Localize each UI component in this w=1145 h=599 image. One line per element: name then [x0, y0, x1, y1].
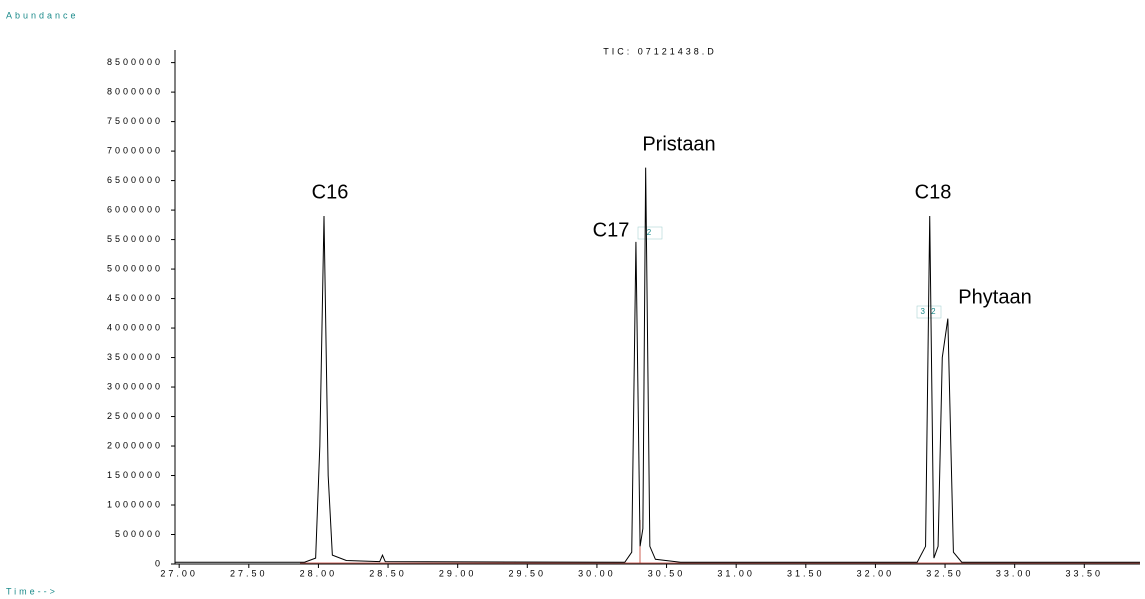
- y-tick-label: 6000000: [107, 204, 163, 214]
- x-tick-label: 33.00: [996, 568, 1034, 578]
- x-tick-label: 33.50: [1066, 568, 1104, 578]
- y-axis-label: Abundance: [6, 10, 79, 20]
- y-tick-label: 6500000: [107, 175, 163, 185]
- x-tick-label: 27.00: [160, 568, 198, 578]
- x-axis-label: Time-->: [6, 586, 58, 596]
- trace: [175, 167, 1140, 563]
- y-tick-label: 2500000: [107, 411, 163, 421]
- x-tick-label: 31.50: [787, 568, 825, 578]
- y-tick-label: 5000000: [107, 263, 163, 273]
- y-tick-label: 0: [155, 558, 163, 568]
- x-tick-label: 32.50: [926, 568, 964, 578]
- y-tick-label: 1500000: [107, 470, 163, 480]
- x-tick-label: 28.00: [300, 568, 338, 578]
- chart-title: TIC: 07121438.D: [603, 46, 717, 56]
- x-tick-label: 30.00: [578, 568, 616, 578]
- y-tick-label: 500000: [115, 529, 163, 539]
- y-tick-label: 2000000: [107, 440, 163, 450]
- x-tick-label: 29.50: [509, 568, 547, 578]
- y-tick-label: 3500000: [107, 352, 163, 362]
- y-tick-label: 4500000: [107, 293, 163, 303]
- x-tick-label: 31.00: [717, 568, 755, 578]
- y-tick-label: 3000000: [107, 381, 163, 391]
- x-tick-label: 29.00: [439, 568, 477, 578]
- peak-marker-box: [637, 226, 663, 240]
- peak-label: Pristaan: [642, 133, 715, 155]
- y-tick-label: 1000000: [107, 499, 163, 509]
- x-tick-label: 28.50: [369, 568, 407, 578]
- y-tick-label: 8500000: [107, 57, 163, 67]
- x-tick-label: 27.50: [230, 568, 268, 578]
- y-tick-label: 7000000: [107, 145, 163, 155]
- y-tick-label: 4000000: [107, 322, 163, 332]
- peak-label: C16: [312, 181, 349, 203]
- peak-label: Phytaan: [958, 286, 1031, 308]
- y-tick-label: 5500000: [107, 234, 163, 244]
- y-tick-label: 8000000: [107, 86, 163, 96]
- peak-label: C18: [915, 181, 952, 203]
- peak-marker: 2: [647, 228, 653, 237]
- peak-marker: 3 2: [920, 307, 937, 316]
- peak-label: C17: [593, 219, 630, 241]
- x-tick-label: 32.00: [857, 568, 895, 578]
- y-tick-label: 7500000: [107, 116, 163, 126]
- x-tick-label: 30.50: [648, 568, 686, 578]
